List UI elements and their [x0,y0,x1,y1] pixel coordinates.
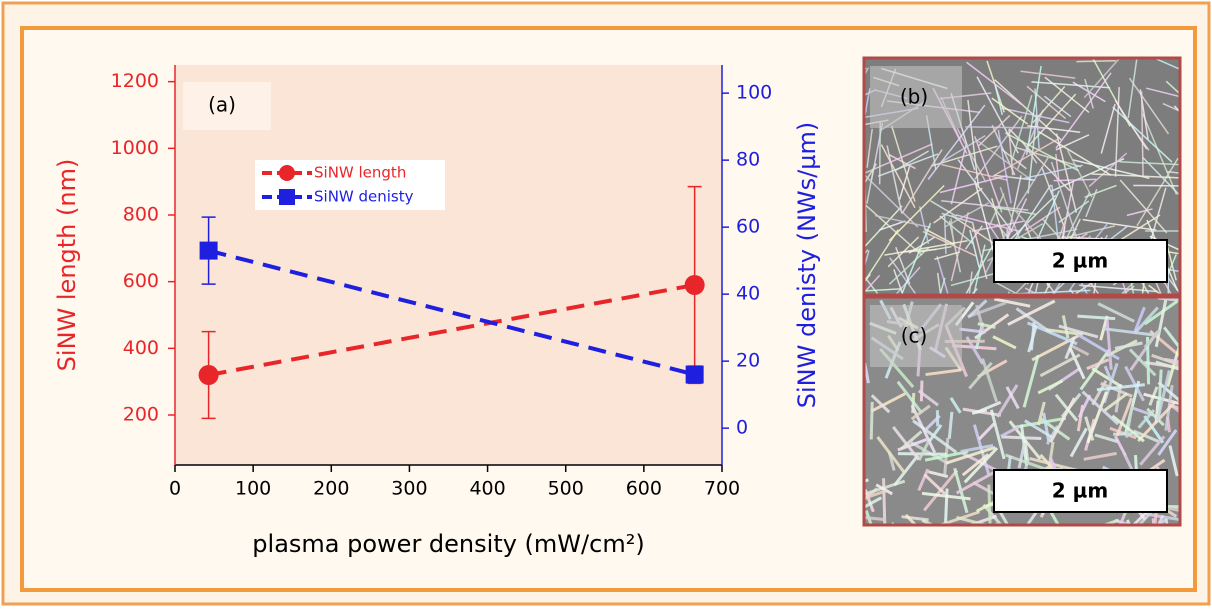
marker [685,275,705,295]
y2-tick-label: 60 [736,216,760,238]
y-tick-label: 200 [123,404,159,426]
scale-label: 2 µm [1052,249,1108,273]
legend-label: SiNW denisty [314,188,414,206]
scale-label: 2 µm [1052,479,1108,503]
legend-marker [279,165,295,181]
nanowire [884,478,885,523]
marker [686,366,704,384]
nanowire [871,402,872,439]
x-tick-label: 500 [548,478,584,500]
y-tick-label: 1000 [111,137,159,159]
nanowire [1001,437,1041,439]
nanowire [921,381,922,402]
marker [200,242,218,260]
x-tick-label: 400 [469,478,505,500]
x-axis-title: plasma power density (mW/cm²) [252,530,644,558]
y-tick-label: 800 [123,204,159,226]
x-tick-label: 600 [626,478,662,500]
y2-axis-title: SiNW denisty (NWs/µm) [793,122,821,409]
y2-tick-label: 0 [736,417,748,439]
panel-label: (b) [900,85,928,109]
y-tick-label: 1200 [111,70,159,92]
x-tick-label: 0 [169,478,181,500]
x-tick-label: 100 [235,478,271,500]
marker [199,365,219,385]
x-tick-label: 300 [391,478,427,500]
annotation: (a) [208,93,236,117]
y2-tick-label: 40 [736,283,760,305]
y2-tick-label: 20 [736,350,760,372]
nanowire [865,517,886,519]
legend-label: SiNW length [314,164,406,182]
panel-label: (c) [901,324,928,348]
y-tick-label: 600 [123,270,159,292]
y-axis-title: SiNW length (nm) [53,159,81,372]
nanowire [1076,61,1115,62]
legend-marker [279,189,295,205]
y2-tick-label: 100 [736,82,772,104]
nanowire [1168,417,1170,432]
x-tick-label: 700 [704,478,740,500]
y-tick-label: 400 [123,337,159,359]
x-tick-label: 200 [313,478,349,500]
y2-tick-label: 80 [736,149,760,171]
